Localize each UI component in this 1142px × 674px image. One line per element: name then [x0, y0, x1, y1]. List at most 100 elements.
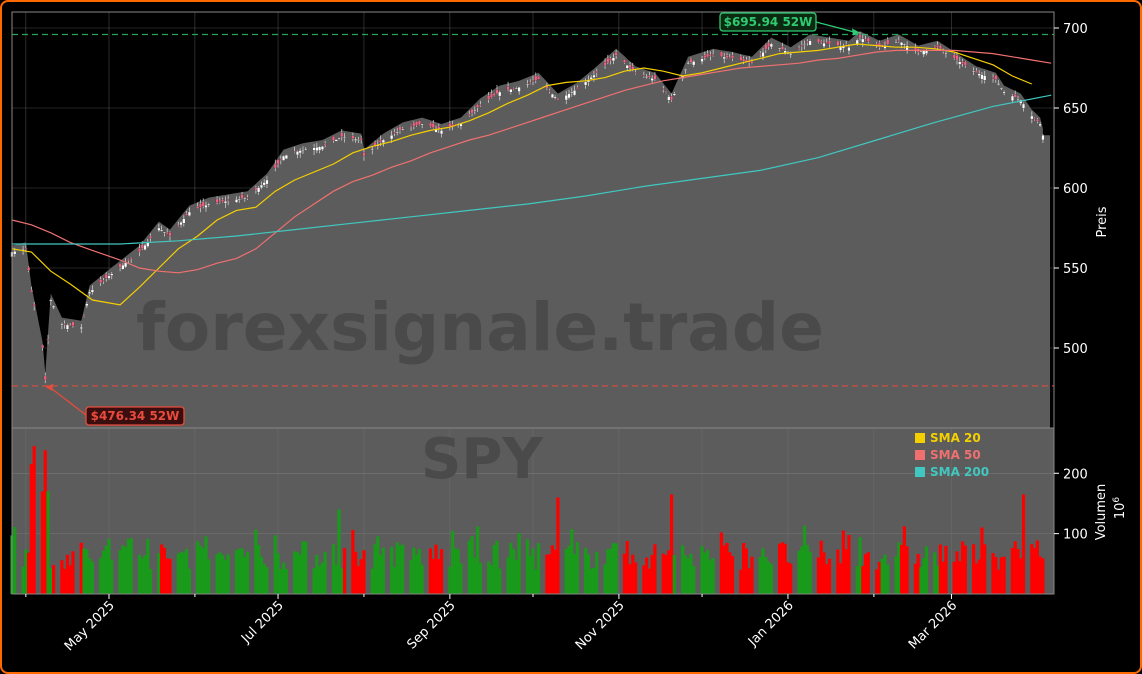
volume-bar-up	[886, 564, 890, 594]
candle-down	[728, 57, 732, 59]
volume-bar-up	[129, 538, 133, 594]
volume-bar-up	[478, 562, 482, 594]
volume-bar-down	[71, 551, 75, 594]
volume-bar-up	[487, 561, 491, 594]
volume-bar-down	[27, 552, 31, 594]
candle-up	[52, 305, 56, 308]
volume-bar-up	[390, 546, 394, 594]
volume-bar-down	[1033, 548, 1037, 594]
candle-down	[595, 70, 599, 73]
x-tick-label: Nov 2025	[573, 598, 628, 653]
volume-bar-up	[104, 545, 108, 594]
volume-bar-up	[456, 549, 460, 594]
volume-bar-down	[841, 530, 845, 594]
candle-up	[625, 65, 629, 69]
candle-up	[650, 78, 654, 81]
volume-bar-up	[705, 549, 710, 594]
candle-up	[592, 74, 596, 78]
volume-bar-down	[1041, 558, 1045, 594]
candle-down	[836, 40, 840, 46]
candle-down	[819, 40, 823, 43]
candle-down	[27, 267, 31, 271]
volume-bar-up	[265, 567, 269, 594]
volume-bar-up	[378, 555, 383, 594]
volume-bar-up	[257, 545, 261, 594]
volume-bar-down	[1010, 547, 1015, 594]
volume-bar-up	[262, 563, 266, 594]
volume-bar-up	[301, 541, 305, 594]
candle-up	[318, 146, 322, 151]
volume-bar-up	[340, 568, 344, 594]
volume-bar-down	[354, 551, 358, 594]
candle-down	[476, 104, 480, 108]
volume-bar-up	[107, 538, 111, 594]
volume-bar-down	[875, 569, 879, 594]
candle-down	[198, 203, 202, 208]
volume-bar-up	[606, 549, 610, 594]
volume-bar-up	[528, 555, 532, 594]
volume-bar-down	[548, 554, 552, 594]
sma-line-sma-50	[11, 49, 1052, 274]
volume-bar-up	[49, 568, 53, 594]
volume-bar-up	[240, 548, 244, 594]
volume-bar-up	[933, 552, 937, 594]
x-tick-label: Mar 2026	[906, 598, 960, 652]
candle-up	[301, 149, 305, 151]
volume-bar-down	[362, 550, 366, 594]
volume-bar-up	[525, 539, 530, 594]
price-tick-label: 550	[1063, 262, 1088, 277]
volume-bar-down	[980, 527, 984, 594]
volume-bar-down	[783, 543, 787, 594]
candle-down	[226, 199, 230, 201]
candle-up	[861, 38, 865, 43]
candle-down	[398, 126, 402, 131]
volume-bar-up	[689, 553, 693, 594]
volume-bar-up	[451, 530, 455, 594]
candle-down	[215, 198, 219, 203]
candle-up	[13, 251, 17, 255]
candle-down	[670, 96, 674, 101]
volume-bar-down	[899, 544, 904, 594]
candle-down	[506, 86, 510, 91]
volume-bar-up	[420, 564, 424, 594]
volume-bar-up	[572, 553, 577, 594]
candle-down	[431, 123, 435, 128]
volume-bar-up	[284, 568, 288, 594]
volume-bar-up	[376, 536, 380, 594]
candle-up	[509, 89, 513, 93]
candle-down	[938, 45, 942, 50]
volume-bar-down	[974, 563, 979, 594]
candle-up	[683, 69, 687, 71]
candles	[10, 31, 1045, 384]
candle-down	[293, 151, 297, 153]
volume-bar-up	[417, 549, 421, 594]
volume-bar-up	[204, 536, 208, 594]
candle-up	[315, 147, 319, 151]
volume-bar-down	[1013, 541, 1017, 594]
volume-bar-up	[608, 548, 613, 594]
candle-down	[623, 59, 626, 63]
volume-bar-up	[24, 549, 28, 594]
price-tick-label: 500	[1063, 342, 1088, 357]
candle-up	[395, 131, 399, 134]
legend: SMA 20 SMA 50 SMA 200	[915, 431, 989, 479]
volume-bar-down	[32, 446, 36, 594]
candle-down	[877, 42, 881, 48]
candle-up	[110, 273, 114, 276]
candle-down	[606, 58, 610, 63]
volume-bar-up	[334, 564, 338, 594]
watermark-text: forexsignale.trade	[136, 289, 824, 366]
candle-up	[972, 70, 976, 73]
x-tick-label: Sep 2025	[404, 598, 458, 652]
volume-bar-up	[298, 554, 302, 594]
candle-down	[512, 87, 516, 90]
candle-down	[415, 121, 419, 126]
volume-bar-up	[924, 546, 929, 594]
candle-down	[767, 42, 771, 47]
volume-bar-up	[570, 529, 574, 594]
volume-bar-up	[855, 566, 859, 594]
candle-down	[634, 72, 637, 74]
candle-up	[282, 155, 286, 161]
candle-down	[750, 61, 754, 64]
volume-bar-up	[157, 553, 161, 594]
